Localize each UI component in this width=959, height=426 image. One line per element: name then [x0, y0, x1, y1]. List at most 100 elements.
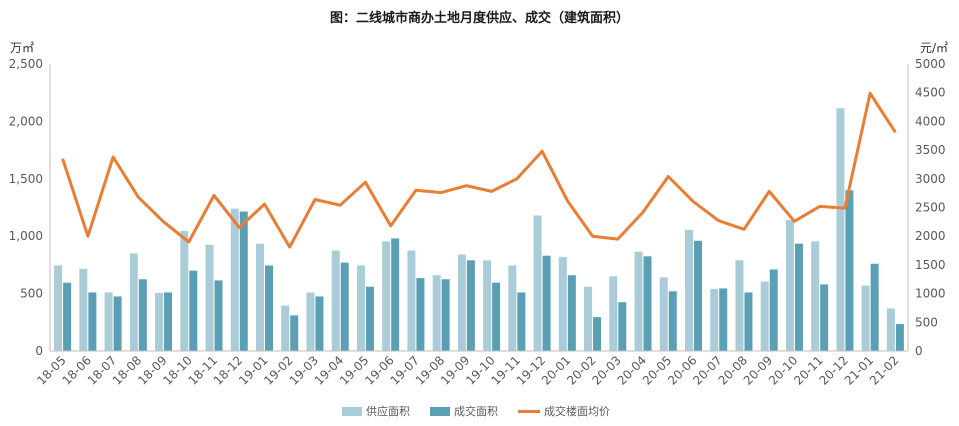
supply-bar — [685, 229, 693, 351]
supply-bar — [483, 260, 492, 351]
supply-bar — [382, 241, 391, 351]
supply-bar — [256, 243, 264, 351]
deal-bar — [416, 278, 425, 351]
deal-bar — [113, 296, 122, 351]
supply-bar — [533, 215, 542, 351]
right-axis-unit: 元/㎡ — [920, 41, 948, 55]
supply-bar — [584, 286, 593, 351]
deal-bar — [138, 279, 147, 351]
right-tick-label: 5000 — [915, 57, 946, 71]
right-tick-label: 4000 — [915, 114, 946, 128]
deal-bar — [88, 292, 97, 351]
deal-bar — [744, 292, 753, 351]
deal-bar — [719, 288, 728, 351]
supply-bar — [886, 308, 895, 351]
price-line-series — [61, 91, 897, 249]
left-tick-label: 0 — [35, 344, 43, 358]
deal-bar — [265, 265, 273, 351]
deal-bar — [290, 315, 299, 351]
deal-bar — [340, 262, 349, 351]
price-line — [61, 91, 897, 249]
deal-bar — [820, 284, 829, 351]
supply-bar — [811, 241, 820, 351]
deal-bar — [315, 296, 324, 351]
supply-bar — [205, 244, 214, 351]
deal-bar — [391, 238, 400, 351]
supply-bar — [356, 265, 365, 351]
supply-bar — [609, 276, 618, 351]
deal-bar — [164, 292, 173, 351]
right-tick-label: 500 — [915, 315, 938, 329]
axes — [49, 64, 909, 352]
right-tick-label: 4500 — [915, 86, 946, 100]
left-tick-label: 1,000 — [9, 229, 43, 243]
deal-bar — [593, 317, 602, 351]
left-axis-ticks: 0 500 1,000 1,500 2,000 2,500 — [9, 57, 43, 358]
deal-bar — [441, 279, 450, 351]
deal-bar — [239, 211, 248, 351]
deal-bar — [492, 282, 501, 351]
supply-bar — [306, 292, 315, 351]
supply-bar — [155, 293, 164, 351]
bar-series — [54, 108, 904, 351]
deal-bar — [189, 270, 198, 351]
left-axis-unit: 万㎡ — [10, 41, 34, 55]
deal-bar — [517, 292, 526, 351]
legend-label-supply: 供应面积 — [366, 404, 410, 418]
legend-swatch-deal — [430, 407, 450, 416]
supply-bar — [710, 289, 719, 351]
supply-bar — [558, 256, 567, 351]
deal-bar — [668, 291, 677, 351]
supply-bar — [54, 265, 63, 351]
deal-bar — [643, 256, 652, 351]
deal-bar — [214, 280, 223, 351]
supply-bar — [861, 285, 870, 351]
supply-bar — [230, 208, 239, 351]
supply-bar — [659, 277, 668, 351]
deal-bar — [365, 286, 374, 351]
legend-swatch-supply — [342, 407, 362, 416]
right-tick-label: 3000 — [915, 172, 946, 186]
deal-bar — [895, 324, 904, 351]
supply-bar — [760, 281, 769, 351]
legend-label-price: 成交楼面均价 — [544, 404, 610, 418]
right-tick-label: 0 — [915, 344, 923, 358]
deal-bar — [542, 255, 551, 351]
supply-bar — [281, 305, 290, 351]
deal-bar — [63, 282, 72, 351]
right-axis-ticks: 0 500 1000 1500 2000 2500 3000 3500 4000 4500 5000 — [915, 57, 946, 358]
supply-bar — [104, 292, 113, 351]
left-tick-label: 2,000 — [9, 114, 43, 128]
left-tick-label: 500 — [20, 287, 43, 301]
deal-bar — [694, 240, 702, 351]
supply-bar — [508, 265, 517, 351]
left-tick-label: 1,500 — [9, 172, 43, 186]
supply-bar — [407, 250, 416, 351]
legend-label-deal: 成交面积 — [454, 404, 498, 418]
left-tick-label: 2,500 — [9, 57, 43, 71]
right-tick-label: 3500 — [915, 143, 946, 157]
right-tick-label: 2500 — [915, 201, 946, 215]
supply-bar — [432, 275, 441, 351]
supply-bar — [785, 220, 794, 351]
deal-bar — [567, 275, 576, 351]
supply-bar — [331, 250, 340, 351]
supply-bar — [79, 268, 88, 351]
supply-bar — [457, 254, 466, 351]
supply-bar — [634, 251, 643, 351]
chart-title: 图：二线城市商办土地月度供应、成交（建筑面积） — [330, 10, 629, 26]
legend: 供应面积 成交面积 成交楼面均价 — [342, 404, 610, 418]
supply-bar — [180, 231, 189, 351]
x-axis-ticks: 18-0518-0618-0718-0818-0918-1018-1118-12… — [34, 353, 901, 388]
deal-bar — [794, 243, 803, 351]
x-tick-label: 21-02 — [867, 353, 902, 388]
deal-bar — [769, 269, 778, 351]
supply-bar — [735, 260, 744, 351]
right-tick-label: 1500 — [915, 258, 946, 272]
deal-bar — [870, 263, 879, 351]
supply-bar — [836, 108, 845, 351]
deal-bar — [466, 260, 475, 351]
right-tick-label: 1000 — [915, 287, 946, 301]
deal-bar — [618, 302, 627, 351]
